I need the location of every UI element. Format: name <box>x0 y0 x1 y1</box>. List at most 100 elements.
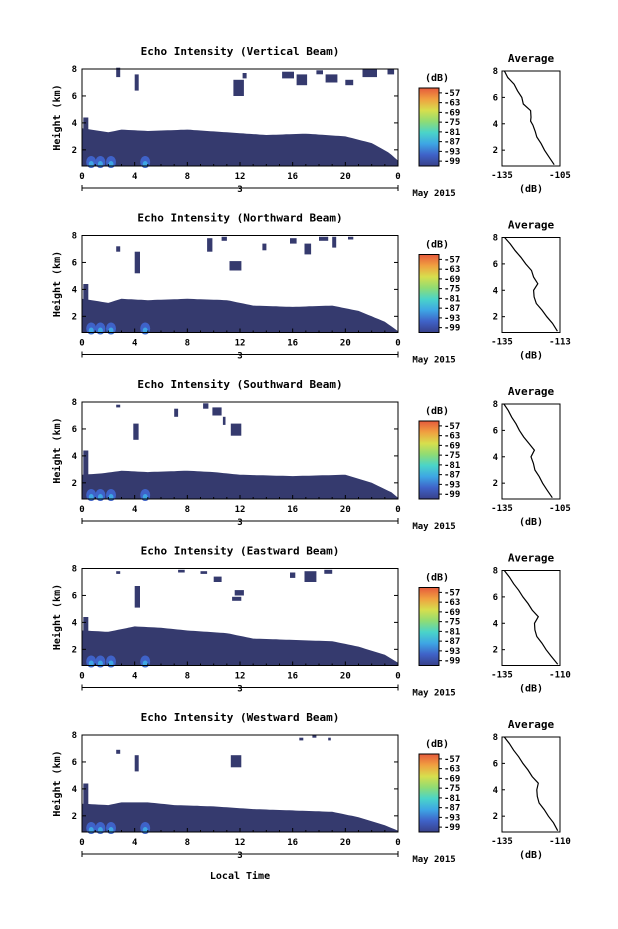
panel-title: Echo Intensity (Vertical Beam) <box>141 45 340 58</box>
y-tick-label: 2 <box>72 812 77 822</box>
x-tick-label: 8 <box>185 838 190 848</box>
average-x-tick-label: -135 <box>491 671 513 681</box>
x-tick-label: 16 <box>287 505 298 515</box>
x-axis-label: Local Time <box>210 870 270 882</box>
echo-speck <box>234 590 244 596</box>
echo-speck <box>116 571 121 574</box>
average-title: Average <box>508 385 555 398</box>
colorbar <box>418 753 440 833</box>
x-tick-label: 4 <box>132 339 138 349</box>
average-frame <box>501 403 561 500</box>
colorbar-tick-label: -81 <box>444 128 460 138</box>
average-y-tick-label: 4 <box>493 619 499 629</box>
echo-speck <box>83 450 89 497</box>
colorbar-tick-label: -93 <box>444 813 460 823</box>
x-tick-label: 20 <box>340 339 351 349</box>
panel-3: Echo Intensity (Southward Beam) 2 4 6 8 Heigh… <box>51 378 571 532</box>
date-label: May 2015 <box>412 189 455 199</box>
echo-speck <box>230 423 242 436</box>
echo-speck <box>83 117 89 164</box>
x-tick-label: 20 <box>340 672 351 682</box>
average-y-tick-label: 8 <box>493 234 498 244</box>
average-x-label: (dB) <box>519 850 543 861</box>
colorbar-tick-label: -69 <box>444 441 460 451</box>
echo-speck <box>290 238 297 244</box>
panel-title: Echo Intensity (Northward Beam) <box>137 212 342 225</box>
y-tick-label: 4 <box>72 618 78 628</box>
y-tick-label: 4 <box>72 452 78 462</box>
y-tick-label: 4 <box>72 119 78 129</box>
colorbar-label: (dB) <box>425 240 449 251</box>
colorbar-tick-label: -87 <box>444 471 460 481</box>
x-tick-label: 16 <box>287 172 298 182</box>
y-tick-label: 4 <box>72 285 78 295</box>
colorbar-label: (dB) <box>425 573 449 584</box>
echo-speck <box>134 74 139 91</box>
echo-layer <box>82 298 398 333</box>
average-y-tick-label: 6 <box>493 93 498 103</box>
panel-title: Echo Intensity (Southward Beam) <box>137 378 342 391</box>
average-y-tick-label: 2 <box>493 479 498 489</box>
average-x-tick-label: -110 <box>549 837 571 847</box>
average-y-tick-label: 8 <box>493 567 498 577</box>
echo-speck <box>230 755 242 768</box>
colorbar-tick-label: -63 <box>444 265 460 275</box>
echo-speck <box>325 74 338 83</box>
echo-speck <box>116 749 121 754</box>
echo-speck <box>174 408 179 417</box>
colorbar-tick-label: -63 <box>444 765 460 775</box>
colorbar-tick-label: -63 <box>444 432 460 442</box>
x-tick-label: 8 <box>185 339 190 349</box>
echo-layer <box>82 470 398 499</box>
average-y-tick-label: 4 <box>493 286 499 296</box>
date-day-label: 3 <box>237 851 242 861</box>
x-tick-label: 0 <box>395 505 400 515</box>
x-tick-label: 0 <box>79 838 84 848</box>
echo-speck <box>348 236 354 240</box>
date-label: May 2015 <box>412 356 455 366</box>
y-tick-label: 8 <box>72 731 77 741</box>
echo-speck <box>304 243 312 255</box>
average-title: Average <box>508 52 555 65</box>
date-day-label: 3 <box>237 352 242 362</box>
y-axis-label: Height (km) <box>51 251 63 317</box>
echo-speck <box>134 251 140 274</box>
average-x-label: (dB) <box>519 684 543 695</box>
average-y-tick-label: 6 <box>493 260 498 270</box>
average-y-tick-label: 8 <box>493 400 498 410</box>
x-tick-label: 4 <box>132 505 138 515</box>
y-tick-label: 2 <box>72 146 77 156</box>
average-profile-line <box>503 70 555 166</box>
echo-speck <box>332 236 337 248</box>
x-tick-label: 20 <box>340 172 351 182</box>
average-x-tick-label: -135 <box>491 171 513 181</box>
x-tick-label: 16 <box>287 339 298 349</box>
y-tick-label: 2 <box>72 645 77 655</box>
average-y-tick-label: 2 <box>493 146 498 156</box>
colorbar <box>418 587 440 666</box>
average-profile-line <box>503 736 559 831</box>
average-y-tick-label: 4 <box>493 786 499 796</box>
average-y-tick-label: 8 <box>493 733 498 743</box>
colorbar <box>418 87 440 167</box>
x-tick-label: 0 <box>79 505 84 515</box>
x-tick-label: 0 <box>79 672 84 682</box>
echo-layer <box>82 802 398 832</box>
y-tick-label: 4 <box>72 785 78 795</box>
y-tick-label: 6 <box>72 758 77 768</box>
colorbar-tick-label: -69 <box>444 608 460 618</box>
average-x-tick-label: -113 <box>549 338 571 348</box>
average-profile-line <box>503 403 553 499</box>
x-tick-label: 4 <box>132 672 138 682</box>
x-tick-label: 12 <box>235 838 246 848</box>
average-frame <box>501 237 561 333</box>
average-y-tick-label: 2 <box>493 313 498 323</box>
colorbar-label: (dB) <box>425 73 449 84</box>
y-axis-label: Height (km) <box>51 84 63 150</box>
colorbar-tick-label: -81 <box>444 461 460 471</box>
echo-speck <box>212 407 222 416</box>
panel-5: Echo Intensity (Westward Beam) 2 4 6 8 Height… <box>51 711 571 865</box>
colorbar-tick-label: -63 <box>444 598 460 608</box>
date-day-label: 3 <box>237 685 242 695</box>
colorbar-label: (dB) <box>425 739 449 750</box>
